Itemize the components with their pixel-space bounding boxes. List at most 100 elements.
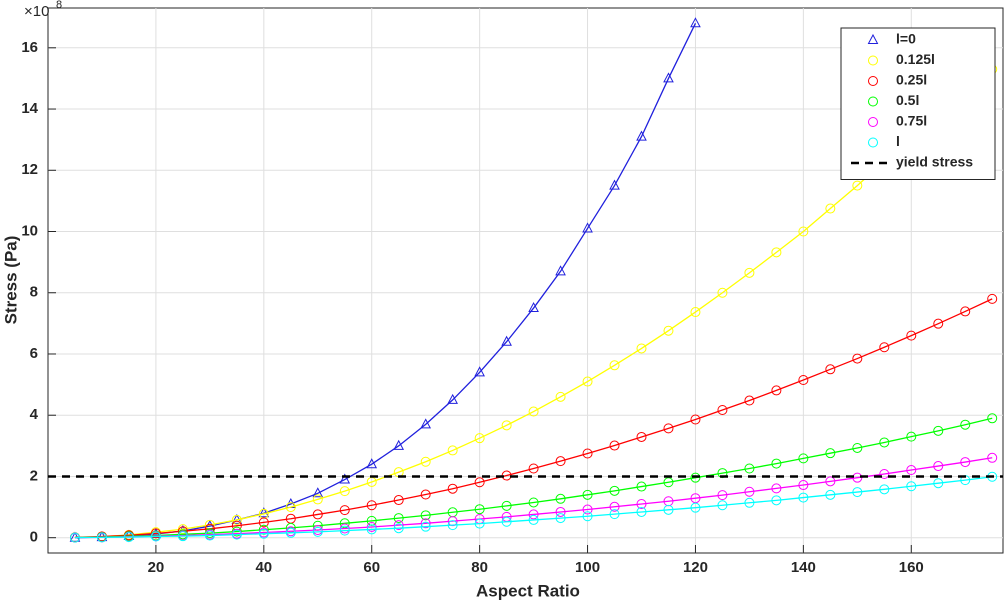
marker [420,456,431,467]
legend-label: yield stress [896,154,973,170]
marker [555,513,566,524]
x-tick-label: 140 [791,559,816,576]
marker [366,500,377,511]
marker [717,287,728,298]
legend-label: 0.5l [896,92,919,108]
marker [312,494,323,505]
marker [717,405,728,416]
legend-label: 0.125l [896,51,935,67]
marker [933,461,944,472]
marker [690,502,701,513]
marker [744,463,755,474]
marker [717,500,728,511]
marker [690,414,701,425]
marker [798,226,809,237]
marker [960,419,971,430]
legend-box [840,27,996,180]
marker [528,301,539,313]
y-tick-label: 12 [21,161,38,178]
marker [879,437,890,448]
marker [420,489,431,500]
marker [555,265,566,276]
series-line [74,298,993,539]
y-tick-label: 0 [30,529,38,546]
marker [663,504,674,515]
marker [636,506,647,517]
marker [636,431,647,442]
marker [123,532,134,543]
marker [906,330,917,341]
marker [393,439,405,450]
marker [339,518,350,529]
marker [312,526,323,537]
marker [393,523,404,534]
marks [48,17,1003,543]
x-tick-label: 20 [148,559,165,576]
marker [879,469,890,480]
marker [501,500,512,511]
marker [150,531,161,542]
marker [474,477,485,488]
marker [339,505,350,516]
marker [285,527,296,538]
marker [868,117,878,127]
marker [258,507,270,518]
marker [636,481,647,492]
marker [231,529,242,540]
marker [609,360,620,371]
marker [771,495,782,506]
marker [933,318,944,329]
marker [852,442,863,453]
marker [555,391,566,402]
marker [312,487,324,498]
marker [663,477,674,488]
series-line [74,457,993,539]
marker [987,452,998,463]
marker [690,307,701,318]
marker [609,501,620,512]
marker [393,513,404,524]
marker [798,375,809,386]
marker [960,457,971,468]
marker [555,506,566,517]
marker [393,495,404,506]
marker [393,520,404,531]
x-tick-label: 40 [255,559,272,576]
marker [339,525,350,536]
marker [771,458,782,469]
marker [690,17,701,28]
x-tick-label: 80 [471,559,488,576]
marker [906,465,917,476]
marker [933,425,944,436]
marker [366,458,378,469]
marker [879,342,890,353]
x-axis-label: Aspect Ratio [476,581,580,600]
marker [771,247,782,258]
marker [420,521,431,532]
marker [825,203,836,214]
marker [868,55,878,66]
marker [366,524,377,535]
legend: l=0 0.125l 0.25l 0.5l 0.75l l yield stress [840,27,996,180]
marker [420,418,432,429]
marker [528,514,539,525]
marker [447,520,458,531]
marker [366,521,377,532]
marker [636,130,647,141]
marker [852,180,863,191]
x-tick-label: 60 [363,559,380,576]
legend-label: l [896,133,900,149]
marker [474,518,485,529]
legend-label: 0.75l [896,113,927,129]
marker [771,483,782,494]
marker [906,481,917,492]
y-tick-label: 2 [30,467,38,484]
x-tick-label: 120 [683,559,708,576]
marker [744,486,755,497]
marker [825,476,836,487]
legend-label: 0.25l [896,72,927,88]
marker [258,517,269,528]
marker [582,504,593,515]
marker [285,502,296,513]
